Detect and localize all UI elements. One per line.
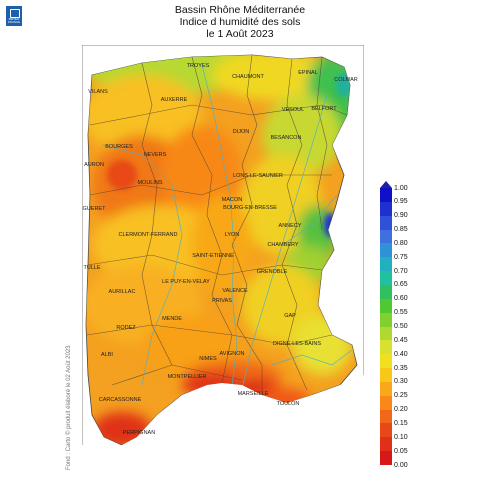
colorbar-tick-label: 0.55 [394, 309, 408, 317]
city-label: EPINAL [298, 70, 318, 76]
colorbar-segment [380, 437, 392, 452]
colorbar-tick-label: 0.90 [394, 212, 408, 220]
colorbar-tick-label: 0.45 [394, 336, 408, 344]
city-label: BELFORT [311, 106, 337, 112]
city-label: BOURGES [105, 144, 133, 150]
colorbar-tick-label: 0.70 [394, 267, 408, 275]
colorbar-segment [380, 271, 392, 286]
colorbar-tick-label: 1.00 [394, 184, 408, 192]
rivers [101, 64, 353, 391]
colorbar-tick-label: 0.40 [394, 350, 408, 358]
colorbar-segment [380, 215, 392, 231]
city-label: AURON [84, 162, 104, 168]
department-boundaries [86, 54, 348, 395]
colorbar-tick-label: 0.50 [394, 323, 408, 330]
meteo-france-logo: MÉTÉO FRANCE [6, 6, 22, 26]
city-label: VALENCE [222, 288, 248, 294]
city-label: ALBI [101, 352, 113, 358]
colorbar-segment [380, 229, 392, 244]
colorbar-segment [380, 284, 392, 300]
city-label: VESOUL [281, 107, 305, 113]
city-label: NEVERS [143, 152, 167, 158]
city-label: AVIGNON [219, 351, 245, 357]
city-label: AURILLAC [108, 289, 136, 295]
city-label: GRENOBLE [256, 269, 288, 275]
logo-text: MÉTÉO FRANCE [7, 17, 21, 24]
city-label: CLERMONT-FERRAND [118, 232, 178, 238]
colorbar-segment [380, 298, 392, 314]
city-label: MOULINS [137, 180, 163, 186]
colorbar-segment [380, 312, 392, 327]
city-label: COLMAR [334, 77, 358, 83]
colorbar-tick-label: 0.30 [394, 378, 408, 386]
city-label: GUERET [82, 206, 106, 212]
colorbar-tick-label: 0.20 [394, 406, 408, 414]
colorbar-tick-label: 0.25 [394, 392, 408, 400]
colorbar-segment [380, 423, 392, 438]
sea-area [82, 375, 364, 465]
colorbar-tick-label: 0.00 [394, 461, 408, 469]
map-title: Bassin Rhône Méditerranée Indice d humid… [0, 4, 480, 40]
map-svg [82, 45, 364, 465]
colorbar-segment [380, 326, 392, 341]
colorbar-tick-label: 0.05 [394, 447, 408, 455]
title-line-1: Bassin Rhône Méditerranée [174, 4, 306, 16]
city-label: RODEZ [116, 325, 136, 331]
colorbar-tick-label: 0.35 [394, 364, 408, 372]
city-label: GAP [284, 313, 296, 319]
city-label: MONTPELLIER [167, 374, 207, 380]
city-label: AUXERRE [160, 97, 188, 103]
colorbar [380, 188, 392, 466]
city-label: ANNECY [278, 223, 302, 229]
colorbar-tick-label: 0.65 [394, 281, 408, 289]
colorbar-segment [380, 243, 392, 258]
city-label: CHAUMONT [232, 74, 264, 80]
city-label: SAINT-ETIENNE [192, 253, 234, 259]
colorbar-segment [380, 451, 392, 466]
colorbar-tick-label: 0.75 [394, 253, 408, 261]
credit-text: Fond : Carto © produit élaboré le 02 Aoû… [66, 345, 72, 470]
title-line-3: le 1 Août 2023 [206, 28, 274, 40]
city-label: DIGNE-LES-BAINS [273, 341, 321, 347]
city-label: BESANCON [270, 135, 302, 141]
city-label: CARCASSONNE [98, 397, 142, 403]
colorbar-tick-label: 0.80 [394, 239, 408, 247]
colorbar-segment [380, 354, 392, 369]
colorbar-segment [380, 395, 392, 411]
colorbar-segment [380, 368, 392, 383]
colorbar-tick-label: 0.60 [394, 295, 408, 303]
city-label: MENDE [162, 316, 182, 322]
city-label: NIMES [199, 356, 217, 362]
city-label: PRIVAS [212, 298, 232, 304]
city-label: PERPIGNAN [122, 430, 156, 436]
colorbar-segment [380, 201, 392, 217]
city-label: BOURG-EN-BRESSE [223, 205, 277, 211]
city-label: LE PUY-EN-VELAY [162, 279, 210, 285]
city-label: VILANS [88, 89, 108, 95]
city-label: LONS-LE-SAUNIER [233, 173, 283, 179]
city-label: CHAMBERY [267, 242, 299, 248]
city-label: LYON [224, 232, 240, 238]
colorbar-tick-label: 0.10 [394, 433, 408, 441]
city-label: TROYES [186, 63, 210, 69]
city-label: DIJON [232, 129, 250, 135]
soil-moisture-map [82, 45, 364, 465]
colorbar-segment [380, 257, 392, 272]
colorbar-top-arrow [380, 181, 392, 188]
colorbar-tick-label: 0.95 [394, 198, 408, 206]
title-line-2: Indice d humidité des sols [179, 16, 301, 28]
colorbar-segment [380, 409, 392, 424]
colorbar-segment [380, 188, 392, 203]
moisture-field [86, 55, 357, 445]
colorbar-segment [380, 381, 392, 397]
colorbar-tick-label: 0.15 [394, 419, 408, 427]
colorbar-tick-label: 0.85 [394, 226, 408, 234]
logo-mark-icon [10, 9, 20, 18]
colorbar-segment [380, 340, 392, 355]
city-label: MACON [221, 197, 243, 203]
city-label: TOULON [276, 401, 300, 407]
city-label: MARSEILLE [237, 391, 269, 397]
city-label: TULLE [83, 265, 101, 271]
